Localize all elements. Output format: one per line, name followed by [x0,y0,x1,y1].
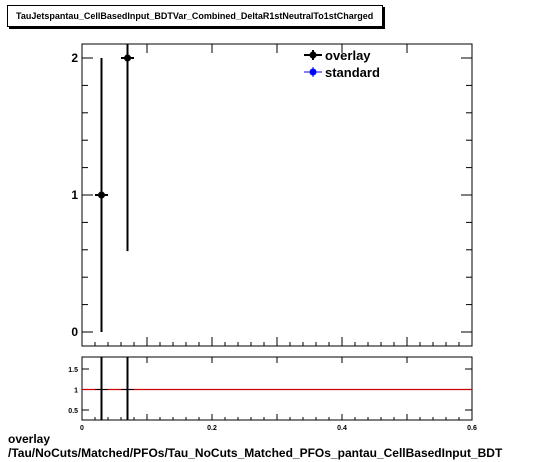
y-tick-label: 0.5 [68,408,78,415]
title-box: TauJetspantau_CellBasedInput_BDTVar_Comb… [7,5,383,27]
y-tick-label: 0 [71,325,78,339]
main-plot: 0 1 2 [71,44,473,346]
x-tick-label: 0 [80,425,84,430]
chart-title: TauJetspantau_CellBasedInput_BDTVar_Comb… [16,11,374,21]
y-tick-label: 2 [71,51,78,65]
legend-label-standard: standard [325,65,380,80]
chart-canvas: 0 1 2 0 0.2 0.4 0.6 0.5 1 1.5 overlay standard [68,43,477,430]
legend-label-overlay: overlay [325,48,371,63]
legend-marker-standard [309,68,317,76]
x-tick-label: 0.4 [337,425,347,430]
data-point [124,54,131,62]
y-tick-label: 1 [71,188,78,202]
legend: overlay standard [304,48,380,80]
caption: overlay /Tau/NoCuts/Matched/PFOs/Tau_NoC… [8,432,502,460]
data-point [98,191,105,199]
y-tick-label: 1 [74,388,78,395]
x-tick-label: 0.6 [467,425,477,430]
ratio-plot: 0 0.2 0.4 0.6 0.5 1 1.5 [68,357,477,430]
y-tick-label: 1.5 [68,367,78,374]
caption-line-1: overlay [8,432,51,446]
x-tick-label: 0.2 [207,425,217,430]
legend-marker-overlay [309,51,317,59]
ratio-plot-frame [81,356,473,421]
main-plot-frame [81,43,473,347]
caption-line-2: /Tau/NoCuts/Matched/PFOs/Tau_NoCuts_Matc… [8,446,503,460]
